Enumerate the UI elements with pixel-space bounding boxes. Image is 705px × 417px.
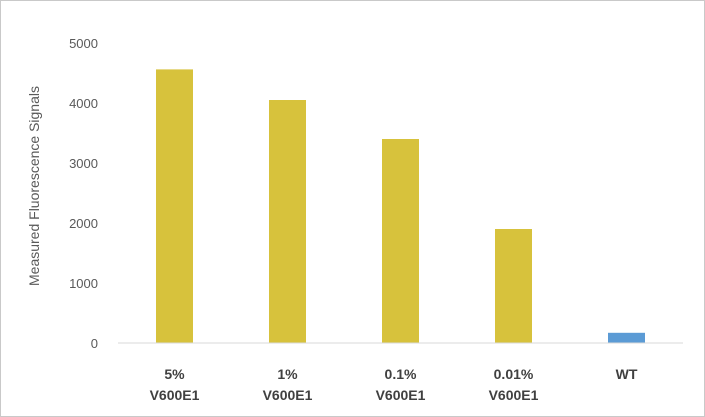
y-axis-ticks: 0 1000 2000 3000 4000 5000 bbox=[69, 36, 98, 351]
bar bbox=[156, 69, 193, 344]
x-category-label-line: V600E1 bbox=[150, 387, 200, 403]
y-tick-label: 1000 bbox=[69, 276, 98, 291]
bars bbox=[156, 69, 645, 344]
bar bbox=[608, 332, 645, 343]
x-axis-categories: 5% V600E1 1% V600E1 0.1% V600E1 0.01% V600E1 WT bbox=[150, 366, 638, 403]
bar bbox=[382, 139, 419, 343]
x-category-label-line: 1% bbox=[277, 366, 298, 382]
y-axis-title: Measured Fluorescence Signals bbox=[26, 86, 42, 286]
x-category-label: 0.1% V600E1 bbox=[376, 366, 426, 403]
y-tick-label: 0 bbox=[91, 336, 98, 351]
x-category-label: 5% V600E1 bbox=[150, 366, 200, 403]
x-category-label-line: 5% bbox=[164, 366, 185, 382]
x-category-label-line: 0.1% bbox=[385, 366, 417, 382]
y-tick-label: 4000 bbox=[69, 96, 98, 111]
x-category-label: WT bbox=[616, 366, 638, 382]
y-tick-label: 5000 bbox=[69, 36, 98, 51]
bar bbox=[269, 100, 306, 343]
x-category-label-line: V600E1 bbox=[489, 387, 539, 403]
x-category-label-line: WT bbox=[616, 366, 638, 382]
x-category-label: 0.01% V600E1 bbox=[489, 366, 539, 403]
x-category-label-line: V600E1 bbox=[263, 387, 313, 403]
bar bbox=[495, 229, 532, 343]
x-category-label-line: V600E1 bbox=[376, 387, 426, 403]
y-tick-label: 2000 bbox=[69, 216, 98, 231]
y-tick-label: 3000 bbox=[69, 156, 98, 171]
x-category-label-line: 0.01% bbox=[494, 366, 534, 382]
x-category-label: 1% V600E1 bbox=[263, 366, 313, 403]
